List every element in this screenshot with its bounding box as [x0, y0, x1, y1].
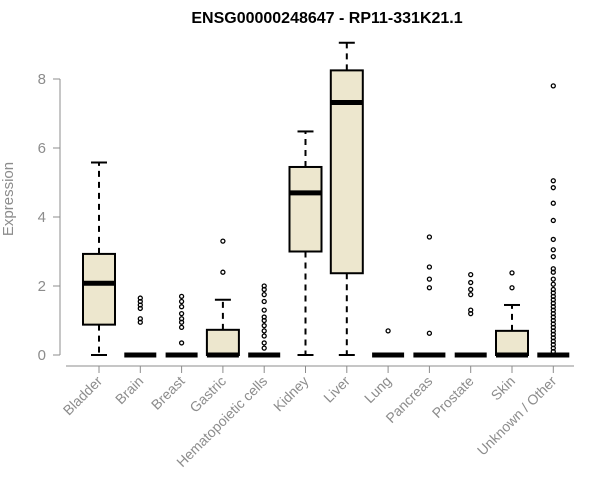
box: [495, 329, 529, 357]
outlier-point: [550, 83, 556, 89]
outlier-point: [178, 293, 185, 300]
x-tick-label: Skin: [488, 373, 519, 404]
outlier-point: [550, 254, 556, 260]
outlier-point: [509, 270, 515, 276]
box-group: [413, 234, 446, 358]
outlier-point: [550, 247, 556, 253]
box: [205, 328, 240, 357]
outlier-point: [261, 307, 267, 313]
outlier-point: [178, 340, 185, 346]
y-tick-label: 2: [38, 278, 46, 295]
outlier-point: [261, 291, 267, 298]
outlier-point: [178, 298, 185, 305]
y-axis-label: Expression: [0, 162, 17, 236]
box-group: [124, 295, 157, 358]
outlier-point: [550, 217, 556, 224]
outlier-point: [468, 279, 474, 286]
x-tick-label: Liver: [320, 373, 353, 406]
outlier-point: [550, 286, 556, 293]
outlier-point: [468, 271, 474, 278]
outlier-point: [178, 310, 185, 317]
outlier-point: [550, 266, 556, 272]
y-tick-label: 8: [38, 71, 46, 88]
box-group: [82, 161, 116, 356]
plot-area: [82, 41, 570, 358]
box: [288, 165, 323, 253]
outlier-point: [220, 269, 226, 275]
outlier-point: [550, 276, 556, 282]
outlier-point: [261, 345, 267, 351]
outlier-point: [550, 185, 556, 191]
box-group: [165, 293, 198, 358]
outlier-point: [550, 236, 556, 243]
outlier-point: [220, 238, 226, 244]
outlier-point: [468, 291, 474, 298]
x-tick-label: Kidney: [270, 373, 312, 415]
y-tick-label: 0: [38, 347, 46, 364]
box-group: [205, 238, 240, 358]
box-group: [248, 283, 281, 358]
outlier-point: [426, 285, 433, 291]
outlier-point: [426, 234, 433, 240]
outlier-point: [137, 295, 143, 301]
outlier-point: [261, 314, 267, 320]
y-tick-label: 4: [38, 209, 46, 226]
outlier-point: [426, 276, 433, 282]
outlier-point: [426, 330, 433, 336]
outlier-point: [509, 285, 515, 291]
outlier-point: [137, 316, 143, 322]
box-group: [495, 270, 529, 358]
outlier-point: [261, 283, 267, 289]
outlier-point: [550, 200, 556, 206]
chart-title: ENSG00000248647 - RP11-331K21.1: [191, 10, 462, 27]
outlier-point: [468, 307, 474, 313]
outlier-point: [550, 281, 556, 287]
outlier-point: [261, 328, 267, 334]
outlier-point: [550, 178, 556, 184]
outlier-point: [261, 340, 267, 346]
box-group: [329, 41, 364, 356]
outlier-point: [261, 323, 267, 329]
x-tick-label: Bladder: [60, 373, 106, 419]
box-group: [288, 130, 323, 356]
outlier-point: [261, 298, 267, 305]
x-tick-label: Brain: [112, 373, 146, 407]
box-group: [454, 271, 487, 358]
outlier-point: [385, 328, 391, 334]
outlier-point: [178, 304, 185, 310]
outlier-point: [261, 333, 267, 339]
box-group: [537, 83, 570, 358]
x-tick-label: Lung: [361, 373, 394, 406]
y-tick-label: 6: [38, 140, 46, 157]
box: [82, 252, 116, 326]
box-group: [372, 328, 405, 358]
outlier-point: [426, 264, 433, 270]
outlier-point: [178, 316, 185, 322]
x-tick-label: Prostate: [429, 373, 477, 421]
x-tick-label: Breast: [148, 373, 188, 413]
outlier-point: [178, 324, 185, 331]
outlier-point: [468, 286, 474, 293]
